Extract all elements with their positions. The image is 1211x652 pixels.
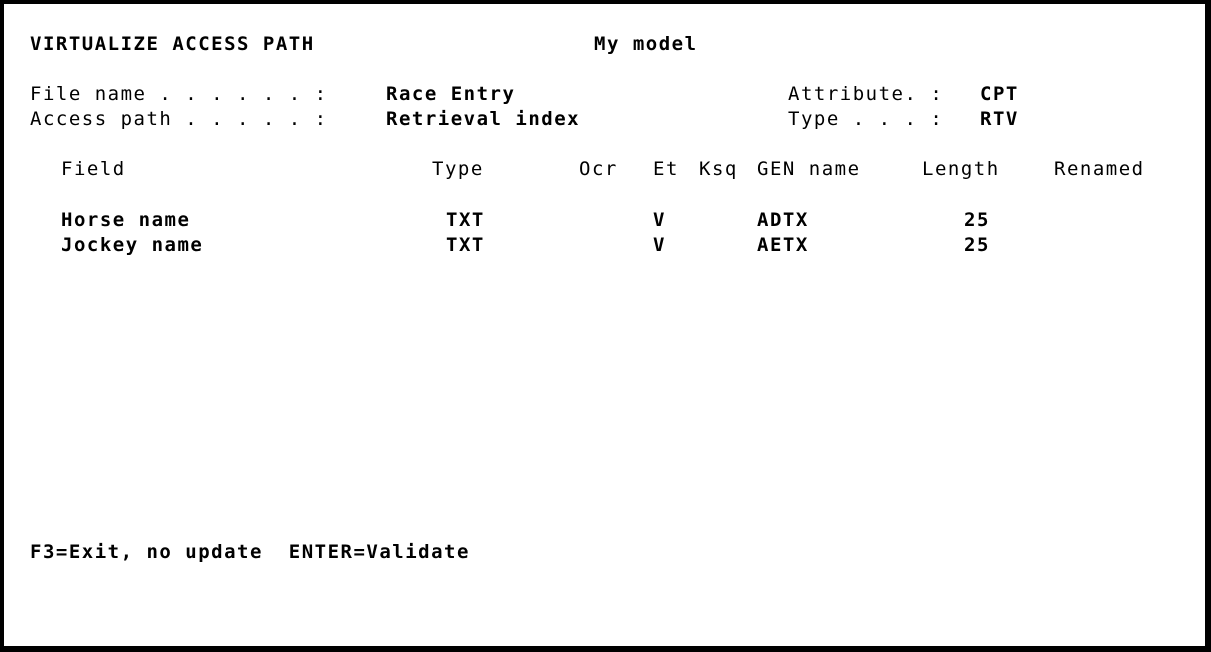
file-name-label: File name . . . . . . :	[30, 83, 328, 105]
attribute-label: Attribute. :	[788, 83, 944, 105]
model-name: My model	[594, 33, 698, 55]
col-renamed: Renamed	[1054, 158, 1145, 180]
col-type: Type	[432, 158, 484, 180]
col-length: Length	[922, 158, 1000, 180]
col-et: Et	[653, 158, 679, 180]
row-field: Horse name	[61, 209, 191, 231]
file-name-value: Race Entry	[386, 83, 516, 105]
row-et: V	[653, 209, 666, 231]
row-type: TXT	[446, 234, 485, 256]
row-type: TXT	[446, 209, 485, 231]
type-label: Type . . . :	[788, 108, 944, 130]
col-ksq: Ksq	[699, 158, 738, 180]
row-gen-name: AETX	[757, 234, 809, 256]
access-path-value: Retrieval index	[386, 108, 581, 130]
attribute-value: CPT	[980, 83, 1019, 105]
row-length: 25	[964, 234, 990, 256]
col-ocr: Ocr	[579, 158, 618, 180]
type-value: RTV	[980, 108, 1019, 130]
row-length: 25	[964, 209, 990, 231]
row-gen-name: ADTX	[757, 209, 809, 231]
row-field: Jockey name	[61, 234, 204, 256]
row-et: V	[653, 234, 666, 256]
access-path-label: Access path . . . . . :	[30, 108, 328, 130]
screen-title: VIRTUALIZE ACCESS PATH	[30, 33, 315, 55]
col-field: Field	[61, 158, 126, 180]
col-gen-name: GEN name	[757, 158, 861, 180]
function-keys[interactable]: F3=Exit, no update ENTER=Validate	[30, 541, 470, 563]
